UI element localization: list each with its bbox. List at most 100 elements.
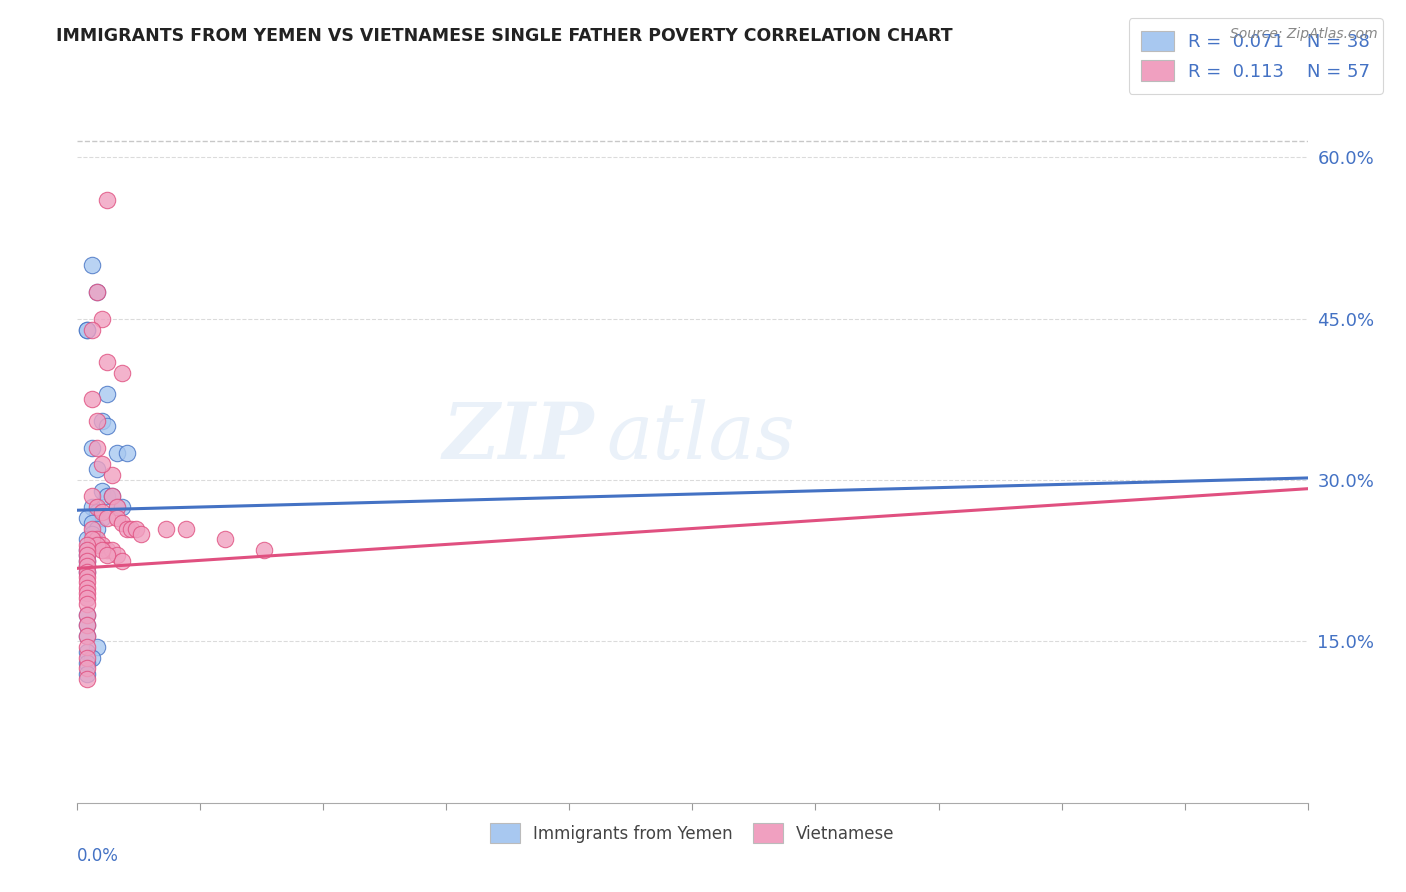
Point [76, 645, 98, 659]
Point [105, 446, 128, 460]
Point [76, 549, 98, 563]
Point [82, 489, 104, 503]
Point [76, 586, 98, 600]
Point [76, 510, 98, 524]
Point [76, 549, 98, 563]
Text: atlas: atlas [606, 399, 794, 475]
Point [76, 666, 98, 681]
Point [96, 194, 118, 208]
Point [76, 629, 98, 643]
Point [129, 527, 153, 541]
Point [86, 505, 108, 519]
Point [96, 419, 118, 434]
Point [86, 462, 108, 476]
Point [115, 521, 138, 535]
Point [82, 258, 104, 272]
Point [86, 441, 108, 455]
Point [82, 500, 104, 514]
Point [115, 446, 138, 460]
Point [76, 543, 98, 558]
Point [76, 581, 98, 595]
Text: IMMIGRANTS FROM YEMEN VS VIETNAMESE SINGLE FATHER POVERTY CORRELATION CHART: IMMIGRANTS FROM YEMEN VS VIETNAMESE SING… [56, 27, 953, 45]
Point [105, 500, 128, 514]
Point [76, 322, 98, 336]
Point [76, 607, 98, 622]
Point [105, 549, 128, 563]
Point [82, 322, 104, 336]
Point [111, 366, 132, 380]
Point [96, 543, 118, 558]
Text: Source: ZipAtlas.com: Source: ZipAtlas.com [1230, 27, 1378, 41]
Point [76, 597, 98, 611]
Point [82, 516, 104, 530]
Point [96, 387, 118, 401]
Point [111, 516, 132, 530]
Point [96, 355, 118, 369]
Point [82, 527, 104, 541]
Point [86, 538, 108, 552]
Point [105, 510, 128, 524]
Point [90, 311, 114, 326]
Point [76, 618, 98, 632]
Point [86, 285, 108, 299]
Point [76, 591, 98, 606]
Point [76, 533, 98, 547]
Point [90, 483, 114, 498]
Point [96, 489, 118, 503]
Point [82, 521, 104, 535]
Point [76, 543, 98, 558]
Point [76, 554, 98, 568]
Point [76, 618, 98, 632]
Point [90, 510, 114, 524]
Point [86, 521, 108, 535]
Point [76, 565, 98, 579]
Point [105, 500, 128, 514]
Point [86, 500, 108, 514]
Point [125, 521, 148, 535]
Point [96, 510, 118, 524]
Point [76, 554, 98, 568]
Point [76, 629, 98, 643]
Point [76, 650, 98, 665]
Point [76, 661, 98, 675]
Point [76, 565, 98, 579]
Point [86, 640, 108, 654]
Point [76, 559, 98, 574]
Point [86, 414, 108, 428]
Point [76, 607, 98, 622]
Point [90, 543, 114, 558]
Point [82, 392, 104, 407]
Point [90, 538, 114, 552]
Point [214, 533, 236, 547]
Point [101, 467, 124, 482]
Point [90, 505, 114, 519]
Point [101, 489, 124, 503]
Point [76, 538, 98, 552]
Point [90, 414, 114, 428]
Point [96, 549, 118, 563]
Point [121, 521, 143, 535]
Point [76, 640, 98, 654]
Text: 0.0%: 0.0% [77, 847, 120, 864]
Point [82, 538, 104, 552]
Point [76, 322, 98, 336]
Point [111, 554, 132, 568]
Point [90, 457, 114, 471]
Point [174, 521, 197, 535]
Point [82, 533, 104, 547]
Point [82, 441, 104, 455]
Point [76, 656, 98, 670]
Text: ZIP: ZIP [443, 399, 595, 475]
Point [155, 521, 177, 535]
Point [76, 672, 98, 686]
Point [76, 570, 98, 584]
Point [253, 543, 276, 558]
Point [111, 500, 132, 514]
Point [86, 533, 108, 547]
Point [101, 543, 124, 558]
Legend: Immigrants from Yemen, Vietnamese: Immigrants from Yemen, Vietnamese [484, 817, 901, 849]
Point [82, 650, 104, 665]
Point [76, 575, 98, 590]
Point [86, 285, 108, 299]
Point [101, 489, 124, 503]
